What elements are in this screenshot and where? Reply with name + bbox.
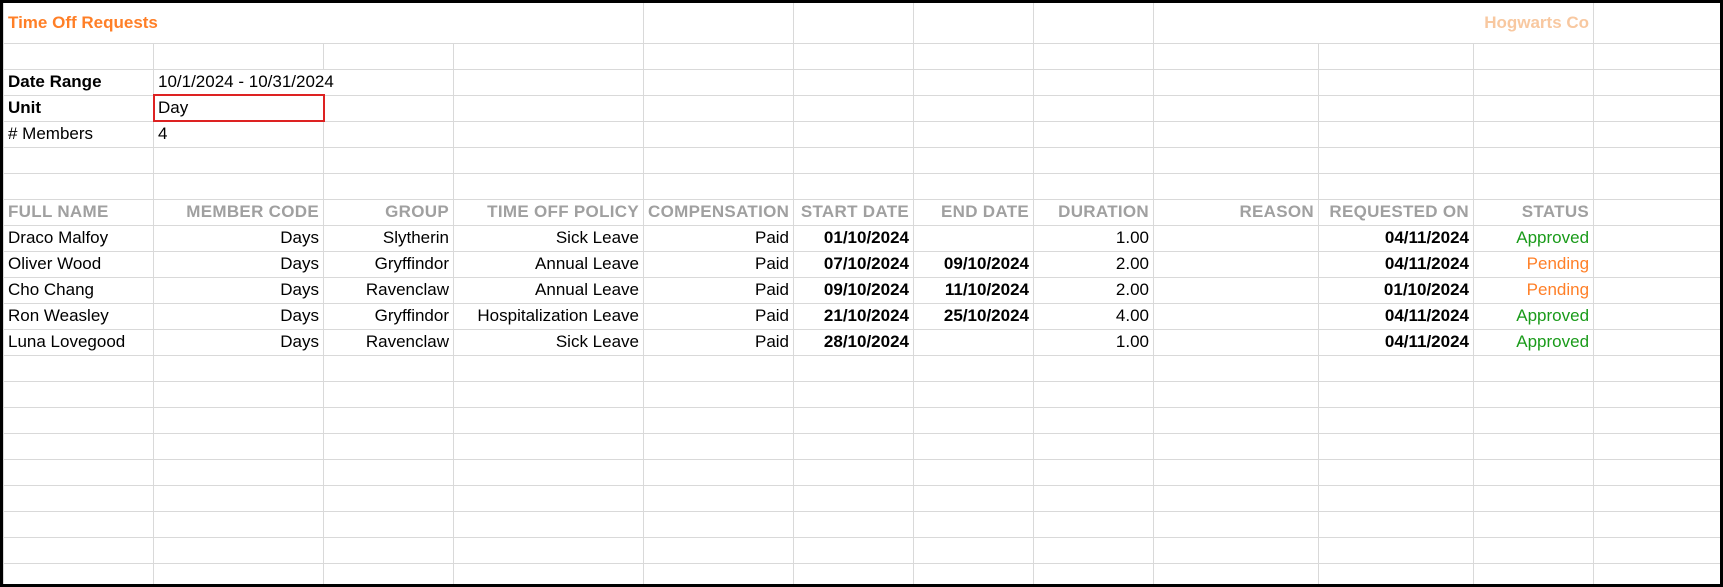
cell-requested-on[interactable]: 04/11/2024: [1319, 225, 1474, 251]
cell-reason[interactable]: [1154, 277, 1319, 303]
col-end-date: END DATE: [914, 199, 1034, 225]
table-row[interactable]: Cho ChangDaysRavenclawAnnual LeavePaid09…: [4, 277, 1723, 303]
col-requested-on: REQUESTED ON: [1319, 199, 1474, 225]
cell-end-date[interactable]: 25/10/2024: [914, 303, 1034, 329]
cell-duration[interactable]: 1.00: [1034, 225, 1154, 251]
cell-end-date[interactable]: [914, 225, 1034, 251]
cell-blank[interactable]: [1594, 277, 1723, 303]
col-member-code: MEMBER CODE: [154, 199, 324, 225]
cell-member-code[interactable]: Days: [154, 277, 324, 303]
cell-policy[interactable]: Sick Leave: [454, 329, 644, 355]
cell-group[interactable]: Ravenclaw: [324, 329, 454, 355]
cell-reason[interactable]: [1154, 329, 1319, 355]
cell-requested-on[interactable]: 04/11/2024: [1319, 251, 1474, 277]
cell-full-name[interactable]: Luna Lovegood: [4, 329, 154, 355]
col-full-name: FULL NAME: [4, 199, 154, 225]
cell-policy[interactable]: Hospitalization Leave: [454, 303, 644, 329]
cell-blank[interactable]: [1594, 303, 1723, 329]
cell-policy[interactable]: Sick Leave: [454, 225, 644, 251]
cell-full-name[interactable]: Ron Weasley: [4, 303, 154, 329]
cell-start-date[interactable]: 28/10/2024: [794, 329, 914, 355]
cell-reason[interactable]: [1154, 251, 1319, 277]
date-range-label: Date Range: [4, 69, 154, 95]
company-name: Hogwarts Co: [1154, 3, 1594, 43]
cell-start-date[interactable]: 01/10/2024: [794, 225, 914, 251]
cell-duration[interactable]: 1.00: [1034, 329, 1154, 355]
cell-compensation[interactable]: Paid: [644, 303, 794, 329]
cell-status[interactable]: Pending: [1474, 251, 1594, 277]
cell-reason[interactable]: [1154, 225, 1319, 251]
col-status: STATUS: [1474, 199, 1594, 225]
cell-requested-on[interactable]: 04/11/2024: [1319, 329, 1474, 355]
spreadsheet-sheet: Time Off Requests Hogwarts Co Date Range…: [0, 0, 1723, 587]
cell-full-name[interactable]: Draco Malfoy: [4, 225, 154, 251]
cell-compensation[interactable]: Paid: [644, 251, 794, 277]
cell-end-date[interactable]: 11/10/2024: [914, 277, 1034, 303]
table-row[interactable]: Draco MalfoyDaysSlytherinSick LeavePaid0…: [4, 225, 1723, 251]
cell-full-name[interactable]: Cho Chang: [4, 277, 154, 303]
cell-status[interactable]: Approved: [1474, 329, 1594, 355]
date-range-value[interactable]: 10/1/2024 - 10/31/2024: [154, 69, 454, 95]
members-label: # Members: [4, 121, 154, 147]
cell-policy[interactable]: Annual Leave: [454, 251, 644, 277]
col-start-date: START DATE: [794, 199, 914, 225]
cell-blank[interactable]: [1594, 329, 1723, 355]
cell-group[interactable]: Ravenclaw: [324, 277, 454, 303]
cell-start-date[interactable]: 21/10/2024: [794, 303, 914, 329]
cell-status[interactable]: Approved: [1474, 225, 1594, 251]
unit-value[interactable]: Day: [154, 95, 324, 121]
table-header-row: FULL NAME MEMBER CODE GROUP TIME OFF POL…: [4, 199, 1723, 225]
unit-label: Unit: [4, 95, 154, 121]
cell-policy[interactable]: Annual Leave: [454, 277, 644, 303]
col-group: GROUP: [324, 199, 454, 225]
cell-member-code[interactable]: Days: [154, 303, 324, 329]
cell-duration[interactable]: 4.00: [1034, 303, 1154, 329]
cell-end-date[interactable]: 09/10/2024: [914, 251, 1034, 277]
cell-member-code[interactable]: Days: [154, 329, 324, 355]
cell-reason[interactable]: [1154, 303, 1319, 329]
members-value[interactable]: 4: [154, 121, 324, 147]
col-policy: TIME OFF POLICY: [454, 199, 644, 225]
cell-end-date[interactable]: [914, 329, 1034, 355]
cell-blank[interactable]: [1594, 225, 1723, 251]
cell-compensation[interactable]: Paid: [644, 277, 794, 303]
col-duration: DURATION: [1034, 199, 1154, 225]
cell-compensation[interactable]: Paid: [644, 329, 794, 355]
table-row[interactable]: Ron WeasleyDaysGryffindorHospitalization…: [4, 303, 1723, 329]
cell-requested-on[interactable]: 01/10/2024: [1319, 277, 1474, 303]
table-row[interactable]: Oliver WoodDaysGryffindorAnnual LeavePai…: [4, 251, 1723, 277]
table-row[interactable]: Luna LovegoodDaysRavenclawSick LeavePaid…: [4, 329, 1723, 355]
cell-duration[interactable]: 2.00: [1034, 277, 1154, 303]
col-reason: REASON: [1154, 199, 1319, 225]
cell-requested-on[interactable]: 04/11/2024: [1319, 303, 1474, 329]
cell-compensation[interactable]: Paid: [644, 225, 794, 251]
spreadsheet-grid[interactable]: Time Off Requests Hogwarts Co Date Range…: [3, 3, 1723, 587]
cell-status[interactable]: Approved: [1474, 303, 1594, 329]
cell-status[interactable]: Pending: [1474, 277, 1594, 303]
page-title: Time Off Requests: [4, 3, 644, 43]
cell-group[interactable]: Gryffindor: [324, 303, 454, 329]
cell-start-date[interactable]: 09/10/2024: [794, 277, 914, 303]
cell-group[interactable]: Gryffindor: [324, 251, 454, 277]
cell-start-date[interactable]: 07/10/2024: [794, 251, 914, 277]
cell-duration[interactable]: 2.00: [1034, 251, 1154, 277]
cell-blank[interactable]: [1594, 251, 1723, 277]
cell-member-code[interactable]: Days: [154, 251, 324, 277]
col-compensation: COMPENSATION: [644, 199, 794, 225]
cell-full-name[interactable]: Oliver Wood: [4, 251, 154, 277]
cell-group[interactable]: Slytherin: [324, 225, 454, 251]
cell-member-code[interactable]: Days: [154, 225, 324, 251]
